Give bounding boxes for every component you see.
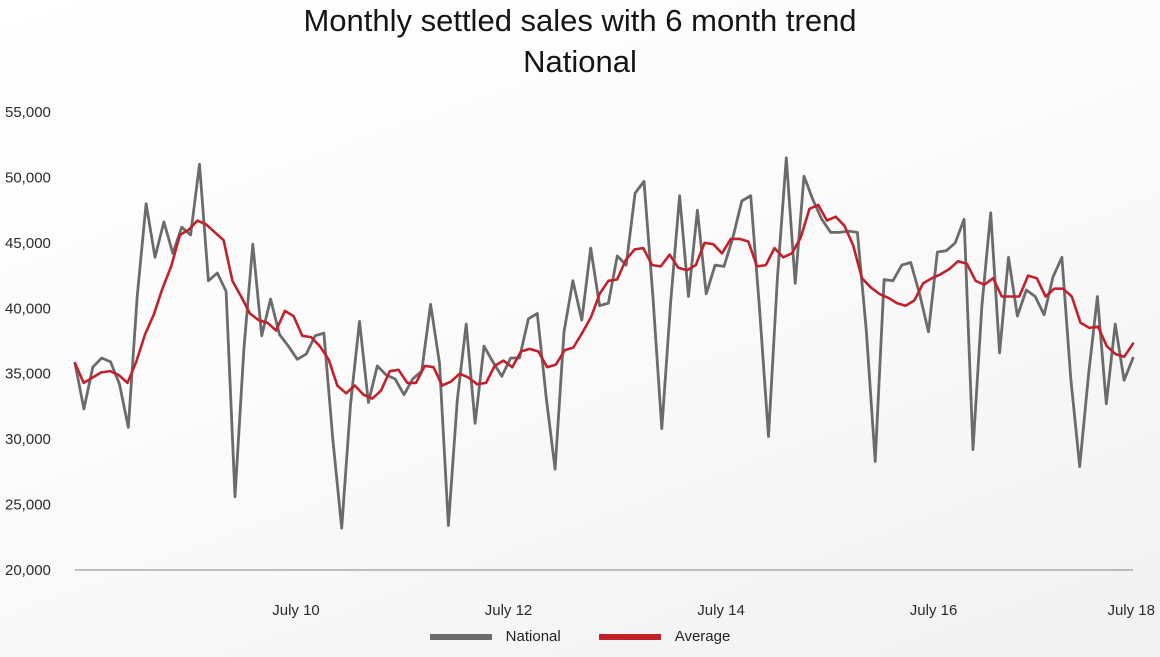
y-tick-label: 30,000 <box>5 431 51 448</box>
chart-title-block: Monthly settled sales with 6 month trend… <box>0 0 1160 82</box>
x-tick-label: July 18 <box>1107 602 1155 619</box>
y-tick-label: 25,000 <box>5 497 51 514</box>
chart-title: Monthly settled sales with 6 month trend <box>303 3 857 38</box>
y-tick-label: 40,000 <box>5 300 51 317</box>
x-tick-label: July 12 <box>485 602 533 619</box>
legend-label-national: National <box>505 628 561 645</box>
legend-swatch-national <box>429 633 492 640</box>
series-line-national <box>73 156 1135 530</box>
y-tick-label: 45,000 <box>5 235 51 252</box>
x-tick-label: July 16 <box>910 602 958 619</box>
legend: National Average <box>0 628 1160 645</box>
legend-swatch-average <box>598 633 661 640</box>
y-tick-label: 50,000 <box>5 169 51 186</box>
x-tick-label: July 14 <box>697 602 745 619</box>
chart-subtitle: National <box>523 44 637 79</box>
x-tick-label: July 10 <box>272 602 320 619</box>
legend-label-average: Average <box>674 628 731 645</box>
y-tick-label: 55,000 <box>5 104 51 121</box>
y-tick-label: 35,000 <box>5 366 51 383</box>
series-line-average <box>73 203 1135 400</box>
legend-item-average: Average <box>598 628 731 645</box>
y-tick-label: 20,000 <box>5 562 51 579</box>
legend-item-national: National <box>429 628 561 645</box>
